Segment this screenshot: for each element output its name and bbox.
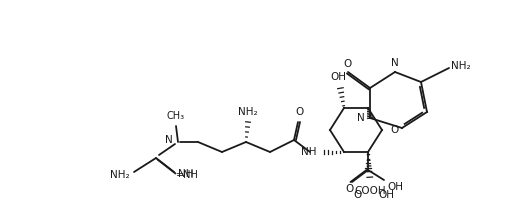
- Text: NH₂: NH₂: [451, 61, 471, 71]
- Text: OH: OH: [378, 190, 394, 200]
- Text: N: N: [357, 113, 365, 123]
- Text: =NH: =NH: [176, 170, 199, 180]
- Text: NH: NH: [178, 169, 193, 179]
- Text: OH: OH: [387, 182, 403, 192]
- Text: COOH: COOH: [354, 186, 386, 196]
- Text: O: O: [296, 107, 304, 117]
- Text: O: O: [354, 190, 362, 200]
- Text: N: N: [391, 58, 399, 68]
- Text: O: O: [345, 184, 353, 194]
- Text: N: N: [165, 135, 173, 145]
- Text: NH: NH: [302, 147, 317, 157]
- Text: NH₂: NH₂: [238, 107, 258, 117]
- Text: O: O: [390, 125, 398, 135]
- Text: OH: OH: [330, 72, 346, 82]
- Text: CH₃: CH₃: [167, 111, 185, 121]
- Text: O: O: [344, 59, 352, 69]
- Text: NH₂: NH₂: [110, 170, 130, 180]
